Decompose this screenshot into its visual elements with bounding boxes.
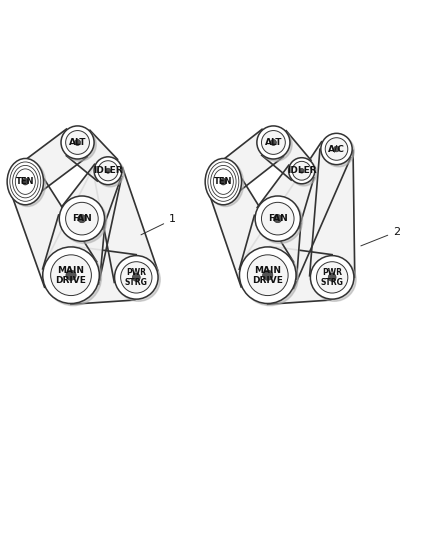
Text: IDLER: IDLER bbox=[287, 166, 317, 175]
Ellipse shape bbox=[10, 162, 41, 201]
Ellipse shape bbox=[9, 160, 46, 206]
Circle shape bbox=[261, 131, 285, 155]
Polygon shape bbox=[10, 128, 121, 288]
Circle shape bbox=[66, 203, 98, 235]
Polygon shape bbox=[43, 166, 158, 304]
Text: TEN: TEN bbox=[214, 177, 233, 186]
Circle shape bbox=[96, 159, 124, 187]
Text: 1: 1 bbox=[141, 214, 176, 235]
Ellipse shape bbox=[205, 158, 241, 205]
Circle shape bbox=[325, 138, 348, 160]
Text: IDLER: IDLER bbox=[93, 166, 123, 175]
Polygon shape bbox=[242, 141, 355, 304]
Circle shape bbox=[220, 179, 226, 184]
Circle shape bbox=[63, 128, 96, 161]
Circle shape bbox=[292, 161, 311, 180]
Ellipse shape bbox=[211, 165, 236, 198]
Text: PWR
STRG: PWR STRG bbox=[321, 268, 343, 287]
Circle shape bbox=[61, 126, 94, 159]
Circle shape bbox=[291, 160, 317, 186]
Text: ALT: ALT bbox=[69, 138, 86, 147]
Circle shape bbox=[51, 255, 92, 296]
Ellipse shape bbox=[13, 165, 38, 198]
Circle shape bbox=[106, 168, 110, 173]
Circle shape bbox=[120, 262, 152, 293]
Circle shape bbox=[240, 247, 296, 303]
Circle shape bbox=[78, 215, 86, 223]
Text: MAIN
DRIVE: MAIN DRIVE bbox=[56, 266, 86, 285]
Ellipse shape bbox=[213, 169, 233, 195]
Circle shape bbox=[22, 179, 28, 184]
Circle shape bbox=[66, 131, 89, 155]
Text: ALT: ALT bbox=[265, 138, 282, 147]
Text: MAIN
DRIVE: MAIN DRIVE bbox=[252, 266, 283, 285]
Circle shape bbox=[255, 196, 300, 241]
Circle shape bbox=[328, 273, 336, 281]
Circle shape bbox=[98, 161, 118, 181]
Circle shape bbox=[45, 249, 102, 305]
Text: A/C: A/C bbox=[328, 144, 345, 154]
Circle shape bbox=[115, 256, 158, 299]
Circle shape bbox=[59, 196, 105, 241]
Circle shape bbox=[270, 140, 276, 146]
Circle shape bbox=[261, 203, 294, 235]
Circle shape bbox=[257, 198, 303, 244]
Circle shape bbox=[257, 126, 290, 159]
Circle shape bbox=[313, 258, 356, 301]
Circle shape bbox=[274, 215, 282, 223]
Circle shape bbox=[66, 270, 76, 280]
Polygon shape bbox=[208, 129, 314, 288]
Text: TEN: TEN bbox=[16, 177, 35, 186]
Circle shape bbox=[321, 133, 352, 165]
Circle shape bbox=[242, 249, 298, 305]
Ellipse shape bbox=[15, 169, 35, 195]
Ellipse shape bbox=[207, 160, 244, 206]
Ellipse shape bbox=[7, 158, 43, 205]
Circle shape bbox=[61, 198, 107, 244]
Text: FAN: FAN bbox=[72, 214, 92, 223]
Circle shape bbox=[334, 146, 339, 152]
Circle shape bbox=[311, 256, 354, 299]
Circle shape bbox=[289, 158, 315, 184]
Circle shape bbox=[259, 128, 292, 161]
Text: FAN: FAN bbox=[268, 214, 288, 223]
Circle shape bbox=[299, 168, 304, 173]
Ellipse shape bbox=[208, 162, 239, 201]
Circle shape bbox=[247, 255, 288, 296]
Circle shape bbox=[43, 247, 99, 303]
Circle shape bbox=[263, 270, 273, 280]
Text: 2: 2 bbox=[361, 227, 400, 246]
Text: PWR
STRG: PWR STRG bbox=[125, 268, 148, 287]
Circle shape bbox=[323, 135, 354, 167]
Circle shape bbox=[317, 262, 348, 293]
Circle shape bbox=[94, 157, 122, 184]
Circle shape bbox=[132, 273, 140, 281]
Circle shape bbox=[74, 140, 81, 146]
Circle shape bbox=[117, 258, 160, 301]
